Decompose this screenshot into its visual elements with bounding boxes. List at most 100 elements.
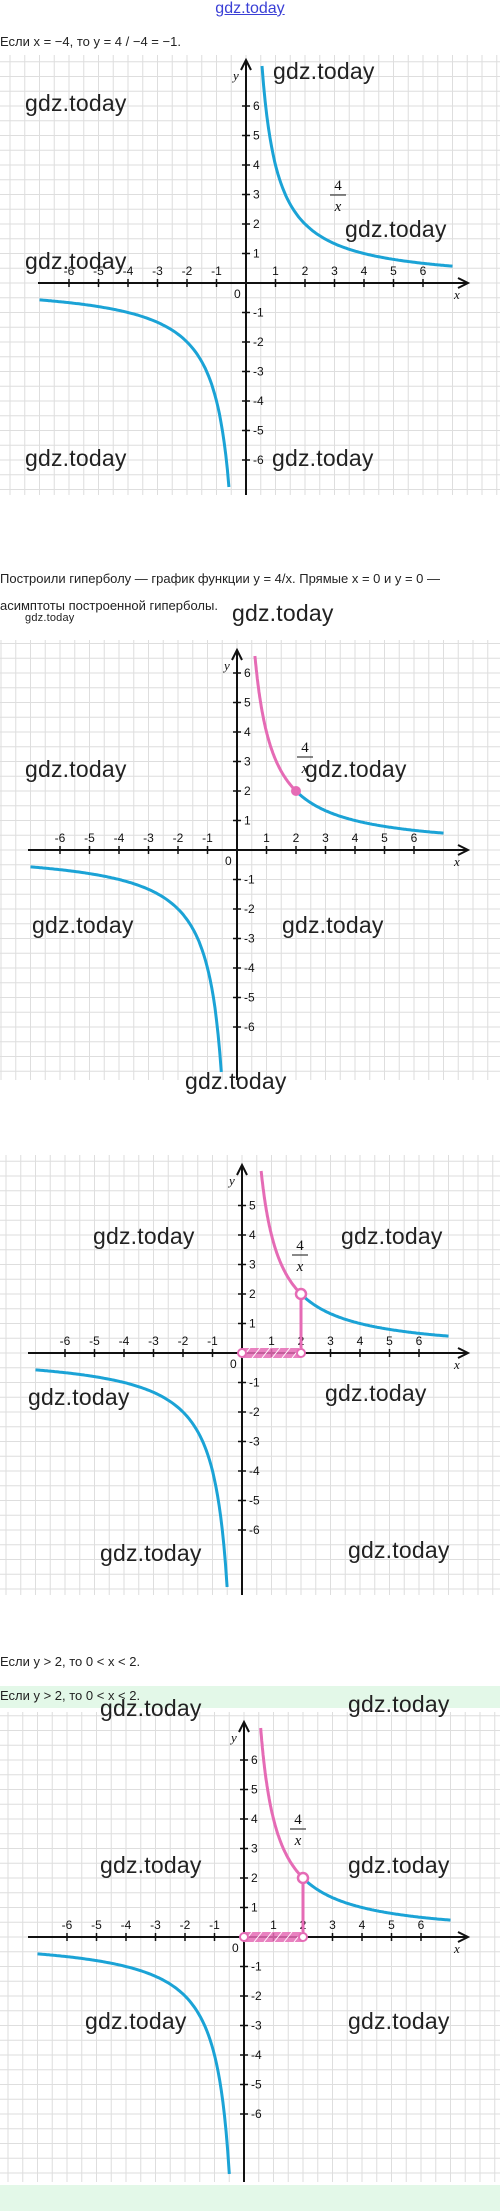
y-tick-label: -3: [251, 2019, 262, 2033]
graph-1: -6 -5 -4 -3 -2 -1 1 2 3 4 5 6 6 5 4 3 2 1 -1 -2 -3 -4 -5 -6 0 x y 4…: [0, 55, 500, 495]
hyperbola-highlight: [253, 655, 298, 793]
y-tick-label: 3: [249, 1258, 256, 1272]
x-axis-label: x: [453, 1941, 460, 1956]
x-axis-label: x: [453, 854, 460, 869]
function-label-numerator: 4: [296, 1238, 304, 1254]
x-axis-arrow: [457, 1347, 471, 1359]
y-axis-label: y: [227, 1173, 235, 1188]
x-tick-label: 6: [418, 1918, 425, 1932]
x-tick-label: 3: [327, 1334, 334, 1348]
watermark: gdz.today: [100, 1540, 202, 1566]
y-tick-label: 2: [244, 784, 251, 798]
y-tick-label: 6: [251, 1753, 258, 1767]
y-tick-label: -5: [251, 2078, 262, 2092]
x-axis-label: x: [453, 287, 460, 302]
watermark-small: gdz.today: [25, 612, 75, 624]
x-tick-label: 5: [386, 1334, 393, 1348]
key-point: [294, 1287, 308, 1301]
y-tick-label: -4: [244, 961, 255, 975]
watermark: gdz.today: [25, 445, 127, 471]
site-title[interactable]: gdz.today: [215, 0, 285, 17]
y-tick-label: -4: [253, 394, 264, 408]
interval-highlight: [242, 1348, 301, 1358]
y-tick-label: 6: [244, 666, 251, 680]
y-tick-label: -1: [244, 873, 255, 887]
highlight-band: [0, 1686, 500, 1708]
x-tick-label: 6: [420, 264, 427, 278]
x-tick-label: 1: [268, 1334, 275, 1348]
watermark: gdz.today: [341, 1223, 443, 1249]
hyperbola-branch-positive: [299, 1292, 449, 1338]
function-label-denominator: x: [296, 1259, 304, 1275]
x-tick-label: -3: [150, 1918, 161, 1932]
y-tick-label: 2: [253, 217, 260, 231]
x-tick-label: -5: [93, 264, 104, 278]
hyperbola-branch-negative: [39, 298, 231, 488]
interval-hatch: [271, 1347, 281, 1359]
hyperbola-highlight: [259, 1170, 303, 1296]
y-axis-arrow: [236, 1162, 248, 1176]
watermark: gdz.today: [305, 756, 407, 782]
y-tick-label: -5: [249, 1494, 260, 1508]
x-tick-label: -3: [152, 264, 163, 278]
graph-4: -6-5-4-3-2-1123456654321-1-2-3-4-5-60xy4…: [0, 1712, 500, 2182]
y-tick-label: -2: [253, 335, 264, 349]
x-tick-label: -6: [60, 1334, 71, 1348]
x-tick-label: -1: [209, 1918, 220, 1932]
x-tick-label: -2: [178, 1334, 189, 1348]
y-tick-label: -3: [253, 365, 264, 379]
x-tick-label: -1: [207, 1334, 218, 1348]
y-tick-label: 4: [249, 1228, 256, 1242]
text-line-3: асимптоты построенной гиперболы.: [0, 598, 218, 613]
y-tick-label: 5: [253, 129, 260, 143]
x-tick-label: -6: [64, 264, 75, 278]
x-tick-label: -5: [89, 1334, 100, 1348]
y-axis-label: y: [229, 1730, 237, 1745]
x-tick-label: -4: [121, 1918, 132, 1932]
origin-label: 0: [225, 854, 232, 868]
y-tick-label: -4: [249, 1464, 260, 1478]
x-tick-label: 1: [272, 264, 279, 278]
text-line-2: Построили гиперболу — график функции y =…: [0, 571, 441, 586]
x-tick-label: -4: [119, 1334, 130, 1348]
watermark: gdz.today: [348, 1691, 450, 1717]
x-tick-label: 1: [270, 1918, 277, 1932]
y-tick-label: -1: [253, 306, 264, 320]
x-axis-label: x: [453, 1357, 460, 1372]
function-label-denominator: x: [334, 199, 342, 215]
watermark: gdz.today: [185, 1068, 287, 1094]
x-tick-label: 5: [390, 264, 397, 278]
y-tick-label: 5: [249, 1199, 256, 1213]
watermark: gdz.today: [272, 445, 374, 471]
hyperbola-highlight: [259, 1727, 305, 1880]
y-axis-arrow: [240, 57, 252, 71]
watermark: gdz.today: [32, 912, 134, 938]
origin-label: 0: [232, 1941, 239, 1955]
graph-svg: -6 -5 -4 -3 -2 -1 1 2 3 4 5 6 6 5 4 3 2 1 -1 -2 -3 -4 -5 -6 0 x y 4…: [0, 55, 500, 495]
x-tick-label: 1: [263, 831, 270, 845]
open-point: [296, 1348, 306, 1358]
x-tick-label: 5: [388, 1918, 395, 1932]
y-axis-arrow: [231, 647, 243, 661]
x-tick-label: 4: [359, 1918, 366, 1932]
y-tick-label: 3: [251, 1842, 258, 1856]
x-tick-label: 6: [416, 1334, 423, 1348]
origin-label: 0: [230, 1357, 237, 1371]
x-tick-label: -2: [173, 831, 184, 845]
watermark: gdz.today: [100, 1852, 202, 1878]
x-tick-label: -2: [180, 1918, 191, 1932]
x-tick-label: -4: [114, 831, 125, 845]
y-axis-arrow: [238, 1719, 250, 1733]
y-tick-label: -2: [249, 1405, 260, 1419]
y-tick-label: -1: [249, 1376, 260, 1390]
y-tick-label: -3: [249, 1435, 260, 1449]
watermark: gdz.today: [232, 600, 334, 626]
function-label-denominator: x: [294, 1833, 302, 1849]
y-axis-label: y: [222, 658, 230, 673]
y-tick-label: -4: [251, 2048, 262, 2062]
interval-hatch: [261, 1347, 271, 1359]
function-label-numerator: 4: [301, 740, 309, 756]
key-point: [291, 786, 301, 796]
x-tick-label: -5: [91, 1918, 102, 1932]
watermark: gdz.today: [28, 1384, 130, 1410]
